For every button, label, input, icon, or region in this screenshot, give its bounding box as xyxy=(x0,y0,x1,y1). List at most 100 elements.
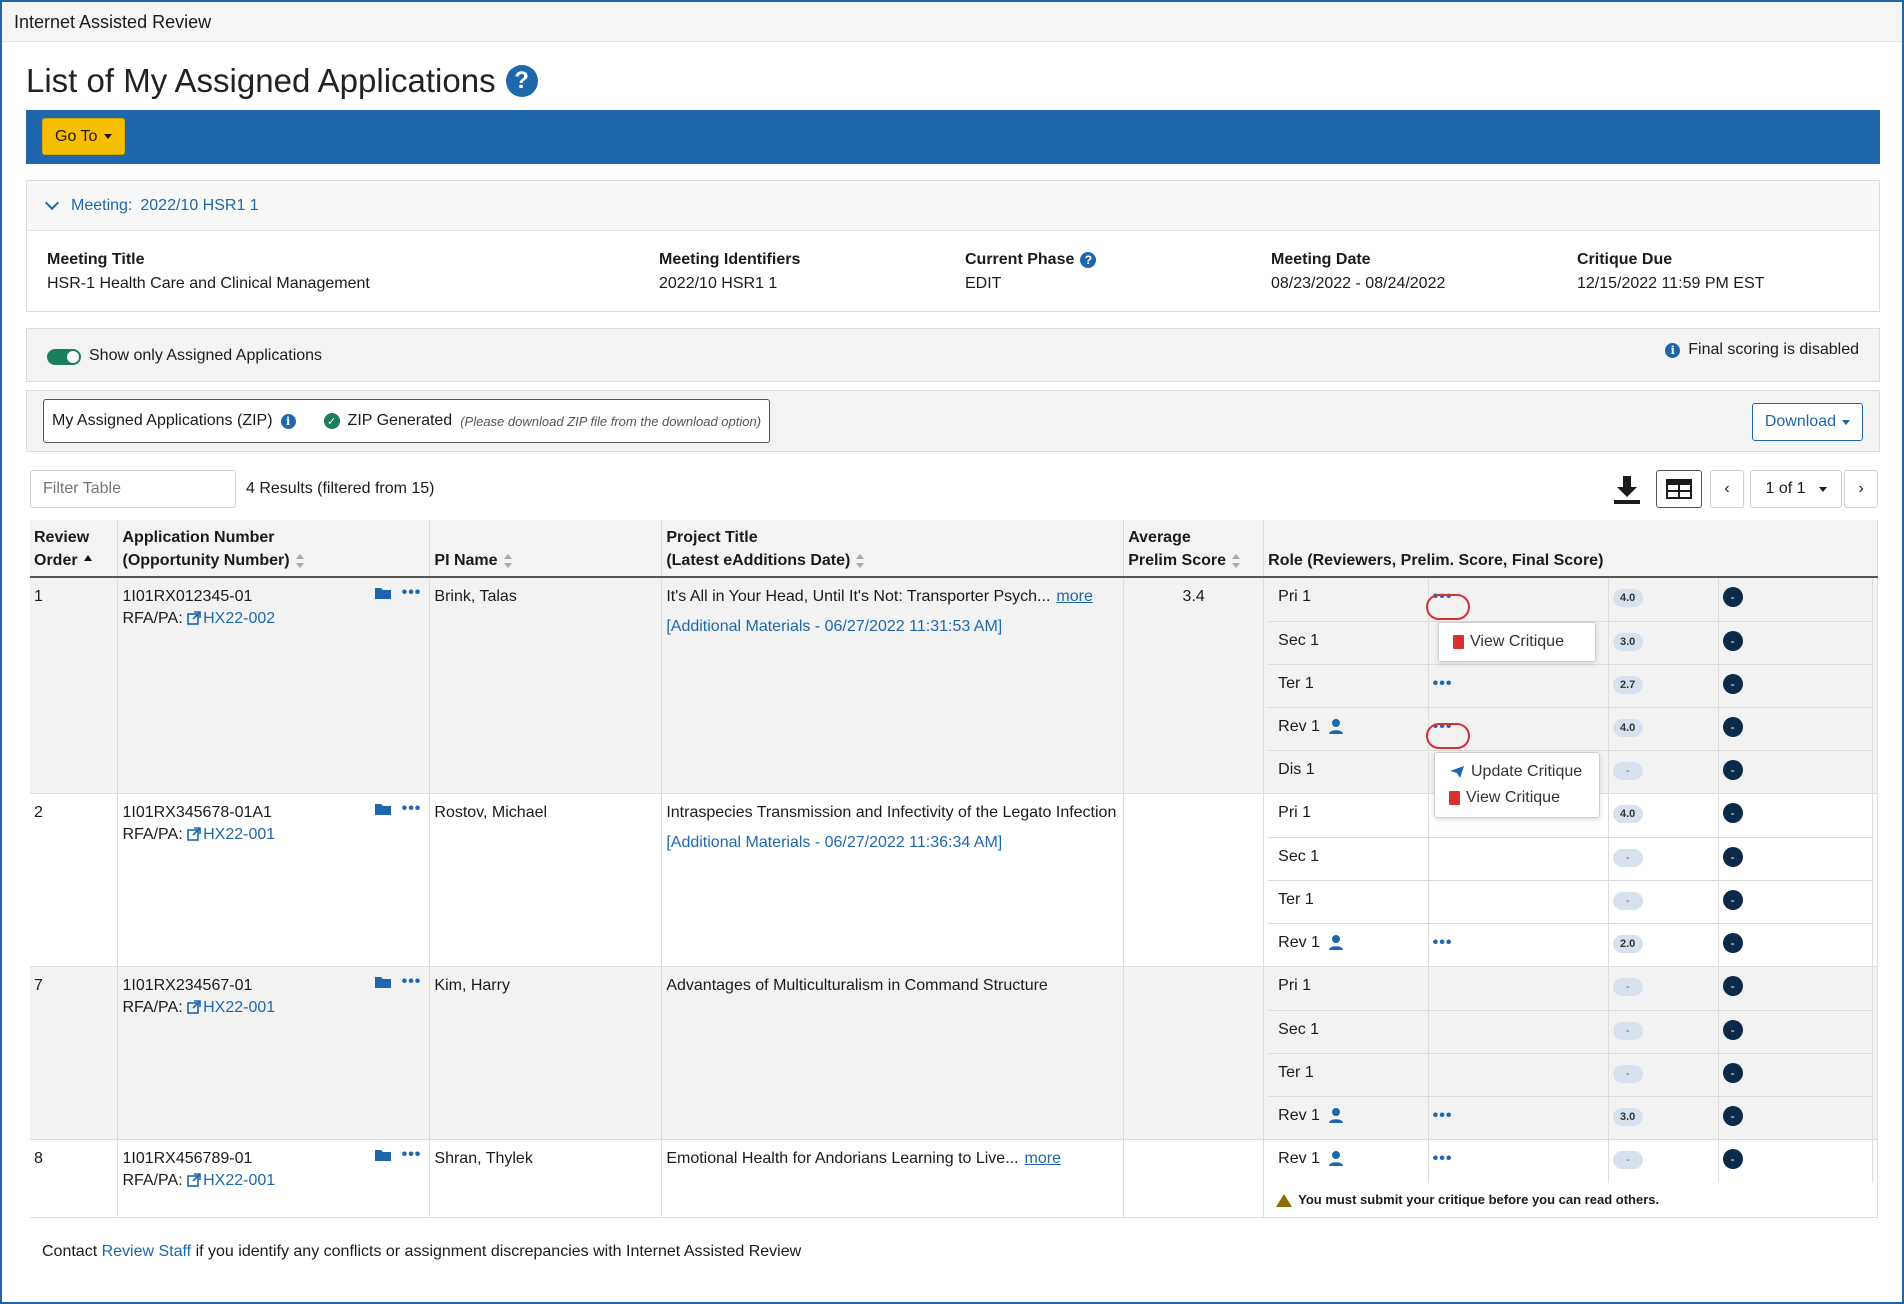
critique-menu-popup: View Critique xyxy=(1438,622,1596,662)
caret-down-icon xyxy=(104,134,113,139)
app-number: 1I01RX345678-01A1 xyxy=(122,804,272,821)
field-label: Meeting Title xyxy=(47,251,145,268)
review-order-cell: 2 xyxy=(30,793,119,967)
help-icon[interactable]: ? xyxy=(505,65,538,97)
rfa-link[interactable]: HX22-001 xyxy=(187,999,275,1016)
previous-page-button[interactable]: ‹ xyxy=(1710,470,1744,508)
person-icon xyxy=(1328,718,1343,734)
download-button[interactable]: Download xyxy=(1751,403,1863,441)
meeting-header-value: 2022/10 HSR1 1 xyxy=(140,196,259,214)
prelim-score-badge: - xyxy=(1612,1064,1643,1083)
app-actions-icon[interactable]: ••• xyxy=(401,800,422,817)
prelim-score-badge: - xyxy=(1612,978,1643,996)
field-value: HSR-1 Health Care and Clinical Managemen… xyxy=(47,275,370,292)
rfa-link[interactable]: HX22-001 xyxy=(187,826,275,843)
table-row: 7 1I01RX234567-01 RFA/PA: HX22-001 ••• K… xyxy=(30,966,1878,1140)
prelim-score-badge: 4.0 xyxy=(1612,589,1643,607)
meeting-identifiers-field: Meeting Identifiers 2022/10 HSR1 1 xyxy=(659,251,800,293)
role-name: Rev 1 xyxy=(1278,1106,1320,1124)
project-title-cell: Intraspecies Transmission and Infectivit… xyxy=(661,793,1125,967)
role-name: Sec 1 xyxy=(1278,847,1320,865)
info-icon[interactable]: i xyxy=(280,413,296,429)
external-link-icon xyxy=(187,1000,201,1014)
final-score-badge: - xyxy=(1722,803,1743,823)
role-name: Ter 1 xyxy=(1278,890,1314,908)
role-actions-icon[interactable]: ••• xyxy=(1432,674,1453,692)
role-actions-icon[interactable]: ••• xyxy=(1432,1106,1453,1124)
pi-name-cell: Shran, Thylek xyxy=(429,1139,663,1218)
chevron-right-icon: › xyxy=(1858,480,1864,497)
col-review-order[interactable]: Review Order xyxy=(30,520,119,578)
roles-cell: Pri 1 - - Sec 1 - - Ter 1 - - Rev 1 ••• … xyxy=(1263,966,1878,1140)
more-link[interactable]: more xyxy=(1024,1150,1061,1167)
folder-icon[interactable] xyxy=(374,802,392,816)
role-name: Rev 1 xyxy=(1278,933,1320,951)
page-select[interactable]: 1 of 1 xyxy=(1750,470,1842,508)
col-project-title[interactable]: Project Title (Latest eAdditions Date) xyxy=(661,520,1125,578)
update-critique-menu-item[interactable]: Update Critique xyxy=(1435,759,1599,785)
sort-icon xyxy=(856,553,865,568)
pi-name-cell: Brink, Talas xyxy=(429,577,663,794)
col-application-number[interactable]: Application Number (Opportunity Number) xyxy=(117,520,431,578)
col-average-score[interactable]: Average Prelim Score xyxy=(1123,520,1265,578)
app-actions-icon[interactable]: ••• xyxy=(401,973,422,990)
app-actions-icon[interactable]: ••• xyxy=(401,584,422,601)
project-title: Intraspecies Transmission and Infectivit… xyxy=(666,804,1117,821)
role-row: Rev 1 ••• 3.0 - xyxy=(1268,1096,1874,1139)
rfa-link[interactable]: HX22-001 xyxy=(187,1172,275,1189)
role-row: Pri 1 ••• 4.0 - xyxy=(1268,578,1874,622)
review-staff-link[interactable]: Review Staff xyxy=(101,1243,192,1260)
folder-icon[interactable] xyxy=(374,975,392,989)
next-page-button[interactable]: › xyxy=(1844,470,1878,508)
role-name: Rev 1 xyxy=(1278,1150,1320,1167)
meeting-header-label: Meeting: xyxy=(71,196,133,214)
help-icon[interactable]: ? xyxy=(1080,252,1097,268)
field-label: Meeting Identifiers xyxy=(659,251,801,268)
view-critique-menu-item[interactable]: View Critique xyxy=(1439,629,1595,655)
col-pi-name[interactable]: PI Name xyxy=(429,520,663,578)
additional-materials-link[interactable]: [Additional Materials - 06/27/2022 11:36… xyxy=(666,834,1003,851)
prelim-score-badge: - xyxy=(1612,761,1643,780)
rfa-link[interactable]: HX22-002 xyxy=(187,610,275,627)
send-icon xyxy=(1450,766,1464,778)
final-score-badge: - xyxy=(1722,889,1743,910)
role-actions-icon[interactable]: ••• xyxy=(1432,1150,1453,1167)
meeting-card: Meeting: 2022/10 HSR1 1 Meeting Title HS… xyxy=(26,180,1880,312)
sort-icon xyxy=(1232,553,1241,568)
table-row: 2 1I01RX345678-01A1 RFA/PA: HX22-001 •••… xyxy=(30,793,1878,967)
role-actions-icon[interactable]: ••• xyxy=(1432,933,1453,951)
column-layout-button[interactable] xyxy=(1656,470,1702,508)
app-number-cell: 1I01RX345678-01A1 RFA/PA: HX22-001 ••• xyxy=(117,793,431,967)
warning-icon xyxy=(1276,1193,1293,1207)
role-row: Ter 1 - - xyxy=(1268,880,1874,924)
show-only-toggle[interactable] xyxy=(47,349,81,365)
final-score-badge: - xyxy=(1722,759,1743,780)
prelim-score-badge: 4.0 xyxy=(1612,805,1643,823)
folder-icon[interactable] xyxy=(374,1148,392,1162)
zip-bar: My Assigned Applications (ZIP) i ✓ ZIP G… xyxy=(26,390,1880,452)
final-score-badge: - xyxy=(1722,673,1743,694)
role-row: Ter 1 - - xyxy=(1268,1053,1874,1097)
goto-button[interactable]: Go To xyxy=(42,118,126,155)
review-order-cell: 1 xyxy=(30,577,119,794)
additional-materials-link[interactable]: [Additional Materials - 06/27/2022 11:31… xyxy=(666,618,1003,635)
more-link[interactable]: more xyxy=(1056,588,1093,605)
page-select-value: 1 of 1 xyxy=(1765,480,1806,497)
prelim-score-badge: - xyxy=(1612,891,1643,910)
avg-score-cell xyxy=(1123,1139,1265,1218)
final-score-badge: - xyxy=(1722,932,1743,953)
goto-label: Go To xyxy=(55,127,98,145)
filter-table-input[interactable] xyxy=(30,470,236,508)
app-actions-icon[interactable]: ••• xyxy=(401,1146,422,1163)
export-download-icon[interactable] xyxy=(1612,474,1642,506)
role-row: Sec 1 - - xyxy=(1268,1010,1874,1054)
final-scoring-note: i Final scoring is disabled xyxy=(1665,341,1859,359)
chevron-down-icon xyxy=(44,195,60,210)
person-icon xyxy=(1328,1151,1343,1166)
view-critique-menu-item[interactable]: View Critique xyxy=(1435,785,1599,811)
folder-icon[interactable] xyxy=(374,586,392,600)
show-only-label: Show only Assigned Applications xyxy=(89,347,323,364)
app-number: 1I01RX234567-01 xyxy=(122,977,253,994)
meeting-toggle[interactable]: Meeting: 2022/10 HSR1 1 xyxy=(27,181,1879,231)
